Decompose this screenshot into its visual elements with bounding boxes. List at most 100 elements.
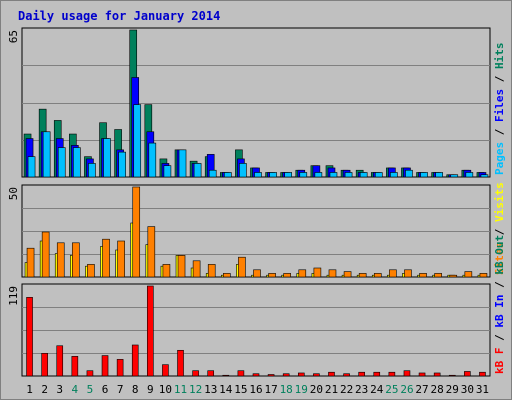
legend-part: / [493, 222, 506, 242]
bar-kb-f-day-28 [433, 372, 441, 377]
panel-2-legend-label: Sites / Visits [493, 182, 506, 275]
bar-kb-f-day-9 [147, 285, 154, 377]
bar-kb-f-day-18 [282, 373, 290, 377]
bar-kb-f-day-19 [297, 372, 305, 377]
bar-pages-day-26 [405, 169, 413, 178]
bar-pages-day-30 [465, 172, 474, 178]
bar-pages-day-22 [344, 172, 353, 178]
bar-kb-f-day-14 [222, 374, 230, 377]
x-tick-label-21: 21 [325, 383, 338, 396]
bar-kb-f-day-6 [101, 355, 109, 377]
x-tick-label-28: 28 [431, 383, 444, 396]
x-tick-label-2: 2 [41, 383, 48, 396]
bar-kb-f-day-11 [177, 349, 184, 377]
x-tick-label-25: 25 [385, 383, 398, 396]
x-tick-label-5: 5 [87, 383, 94, 396]
x-tick-label-15: 15 [234, 383, 247, 396]
legend-part: Hits [493, 43, 506, 70]
panel-3-ymax-label: 119 [7, 286, 20, 306]
bar-kb-f-day-22 [343, 373, 350, 377]
x-tick-label-7: 7 [117, 383, 124, 396]
x-tick-label-6: 6 [102, 383, 109, 396]
bar-pages-day-19 [299, 172, 308, 178]
legend-part: kB Out [493, 235, 506, 275]
x-tick-label-13: 13 [204, 383, 217, 396]
bar-sites-day-25 [389, 269, 397, 278]
bar-sites-day-14 [223, 273, 231, 278]
bar-pages-day-15 [239, 163, 247, 178]
bar-pages-day-21 [329, 172, 338, 178]
panel-1-plot-area [21, 27, 491, 178]
bar-sites-day-28 [434, 273, 442, 278]
bar-sites-day-12 [192, 260, 201, 278]
bar-kb-f-day-31 [479, 371, 486, 377]
bar-sites-day-26 [404, 269, 412, 278]
panel-3-legend-label: kB F / kB In / kB Out [493, 235, 506, 374]
bar-sites-day-3 [56, 242, 65, 278]
bar-kb-f-day-12 [192, 370, 199, 377]
bar-kb-f-day-20 [313, 373, 320, 377]
x-tick-label-9: 9 [147, 383, 154, 396]
bar-sites-day-2 [41, 231, 50, 278]
bar-sites-day-17 [268, 273, 276, 278]
bar-pages-day-20 [314, 172, 323, 178]
bar-pages-day-9 [148, 142, 157, 178]
legend-part: / [493, 122, 506, 142]
bar-pages-day-14 [224, 172, 232, 178]
bar-kb-f-day-7 [116, 359, 124, 377]
bar-sites-day-8 [132, 186, 141, 278]
x-tick-label-27: 27 [415, 383, 428, 396]
x-tick-label-18: 18 [280, 383, 293, 396]
bar-sites-day-9 [147, 226, 156, 278]
bar-pages-day-2 [42, 131, 51, 178]
bar-pages-day-18 [284, 172, 292, 178]
bar-sites-day-27 [419, 273, 427, 278]
x-tick-label-23: 23 [355, 383, 368, 396]
bar-sites-day-21 [328, 269, 337, 278]
bar-sites-day-22 [343, 271, 352, 278]
bar-sites-day-16 [253, 269, 261, 278]
x-tick-label-10: 10 [159, 383, 172, 396]
bar-kb-f-day-5 [86, 370, 94, 377]
bar-kb-f-day-25 [388, 371, 396, 377]
x-tick-label-14: 14 [219, 383, 233, 396]
bar-pages-day-29 [450, 174, 459, 178]
bar-kb-f-day-2 [41, 353, 48, 377]
panel-1: 65 Pages / Files / Hits [7, 27, 506, 178]
bar-sites-day-24 [373, 273, 382, 278]
bar-sites-day-6 [102, 238, 110, 278]
bar-sites-day-5 [87, 264, 95, 278]
x-tick-label-30: 30 [461, 383, 474, 396]
bar-pages-day-4 [73, 147, 81, 178]
x-tick-label-12: 12 [189, 383, 202, 396]
bar-kb-f-day-4 [71, 356, 79, 377]
bar-sites-day-4 [72, 242, 80, 278]
bar-kb-f-day-21 [328, 371, 335, 377]
bar-sites-day-30 [464, 271, 473, 278]
x-tick-label-8: 8 [132, 383, 139, 396]
panel-1-ymax-label: 65 [7, 30, 20, 43]
bar-pages-day-23 [359, 172, 368, 178]
bar-kb-f-day-30 [464, 371, 471, 377]
bar-pages-day-5 [88, 163, 96, 178]
bar-sites-day-11 [177, 255, 186, 278]
bar-kb-f-day-17 [267, 374, 275, 377]
legend-part: / [493, 275, 506, 295]
bar-kb-f-day-13 [207, 370, 215, 377]
legend-part: kB In [493, 295, 506, 328]
bar-sites-day-18 [283, 273, 291, 278]
legend-part: / [493, 69, 506, 89]
legend-part: / [493, 328, 506, 348]
bar-sites-day-29 [449, 274, 458, 278]
bar-sites-day-13 [207, 264, 216, 278]
bar-sites-day-19 [298, 269, 307, 278]
bar-kb-f-day-10 [162, 364, 169, 377]
bar-pages-day-6 [103, 138, 111, 178]
x-tick-label-19: 19 [295, 383, 308, 396]
bar-kb-f-day-23 [358, 371, 365, 377]
bar-pages-day-25 [390, 172, 398, 178]
x-tick-label-26: 26 [400, 383, 413, 396]
bar-sites-day-1 [26, 247, 35, 278]
legend-part: Files [493, 89, 506, 122]
